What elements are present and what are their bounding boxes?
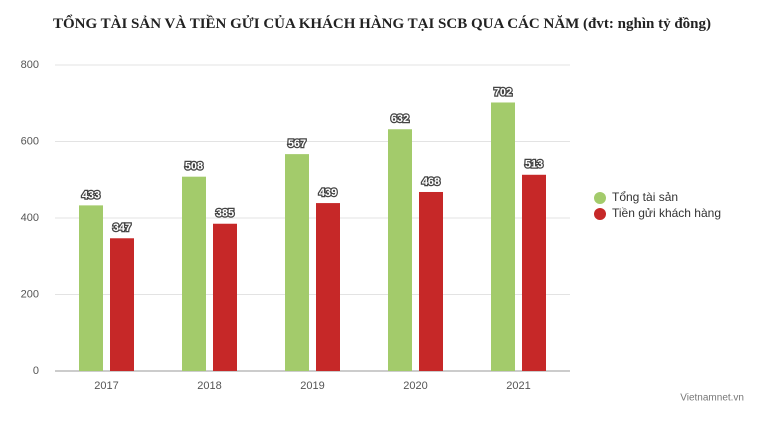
bar: [419, 191, 443, 371]
y-tick-label: 0: [33, 365, 39, 377]
chart-title: TỔNG TÀI SẢN VÀ TIỀN GỬI CỦA KHÁCH HÀNG …: [52, 16, 712, 32]
x-tick-label: 2019: [300, 380, 324, 392]
legend-marker: [594, 208, 606, 220]
x-tick-label: 2021: [506, 380, 530, 392]
value-label: 702: [494, 86, 512, 98]
value-label: 468: [422, 176, 440, 188]
value-label: 508: [185, 161, 203, 173]
value-label: 439: [319, 187, 337, 199]
legend-label: Tổng tài sản: [612, 190, 678, 204]
bar: [316, 203, 340, 371]
value-label: 513: [525, 159, 543, 171]
x-tick-label: 2017: [94, 380, 118, 392]
y-tick-label: 400: [21, 212, 39, 224]
bar: [213, 223, 237, 371]
x-tick-label: 2020: [403, 380, 427, 392]
value-label: 433: [82, 189, 100, 201]
y-tick-label: 200: [21, 288, 39, 300]
legend-label: Tiền gửi khách hàng: [612, 206, 721, 220]
y-tick-label: 600: [21, 135, 39, 147]
credit: Vietnamnet.vn: [680, 393, 744, 404]
bar: [388, 129, 412, 371]
value-label: 385: [216, 208, 234, 220]
value-label: 567: [288, 138, 306, 150]
bar: [79, 205, 103, 371]
legend-marker: [594, 192, 606, 204]
value-label: 632: [391, 113, 409, 125]
bar: [285, 154, 309, 371]
bar: [491, 102, 515, 372]
bar: [110, 238, 134, 371]
value-label: 347: [113, 222, 131, 234]
bar: [522, 174, 546, 371]
y-tick-label: 800: [21, 59, 39, 71]
x-tick-label: 2018: [197, 380, 221, 392]
bar: [182, 176, 206, 371]
